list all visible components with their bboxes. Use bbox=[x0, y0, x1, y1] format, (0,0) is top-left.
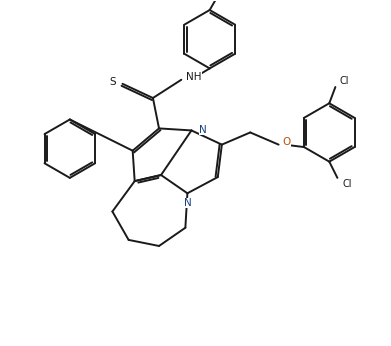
Text: N: N bbox=[184, 198, 192, 208]
Text: Cl: Cl bbox=[339, 76, 349, 86]
Text: O: O bbox=[283, 137, 291, 147]
Text: Cl: Cl bbox=[342, 179, 352, 189]
Text: NH: NH bbox=[186, 72, 202, 82]
Text: S: S bbox=[109, 77, 116, 87]
Text: N: N bbox=[199, 125, 206, 135]
